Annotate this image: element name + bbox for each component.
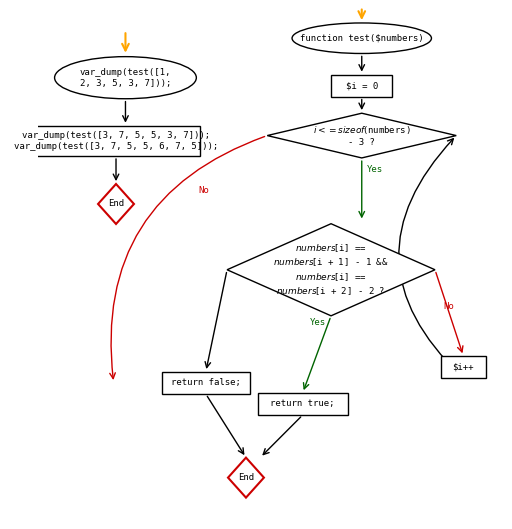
Text: $numbers[$i] ==
$numbers[$i + 1] - 1 &&
$numbers[$i] ==
$numbers[$i + 2] - 2 ?: $numbers[$i] == $numbers[$i + 1] - 1 && …	[273, 242, 389, 297]
Text: $i++: $i++	[453, 362, 474, 371]
Text: Yes: Yes	[367, 165, 382, 174]
Text: function test($numbers): function test($numbers)	[300, 34, 423, 43]
Ellipse shape	[55, 57, 197, 99]
Text: End: End	[108, 199, 124, 208]
Bar	[331, 75, 393, 97]
Bar	[162, 372, 249, 394]
Ellipse shape	[292, 23, 432, 53]
Text: var_dump(test([3, 7, 5, 5, 3, 7]));
var_dump(test([3, 7, 5, 5, 6, 7, 5]));: var_dump(test([3, 7, 5, 5, 3, 7])); var_…	[14, 131, 218, 151]
Text: End: End	[238, 473, 254, 482]
Text: var_dump(test([1,
2, 3, 5, 3, 7]));: var_dump(test([1, 2, 3, 5, 3, 7]));	[80, 68, 171, 88]
Bar	[32, 125, 200, 156]
Polygon shape	[227, 224, 435, 316]
Text: $i = 0: $i = 0	[346, 81, 378, 90]
Text: return true;: return true;	[270, 399, 335, 408]
Text: return false;: return false;	[171, 378, 241, 387]
Polygon shape	[228, 458, 264, 498]
Text: Yes: Yes	[310, 318, 326, 327]
Text: $i <= sizeof($numbers)
- 3 ?: $i <= sizeof($numbers) - 3 ?	[313, 124, 411, 147]
Polygon shape	[98, 184, 134, 224]
Bar	[441, 356, 486, 378]
Text: No: No	[444, 302, 455, 311]
Text: No: No	[198, 186, 209, 195]
Bar	[258, 393, 348, 415]
Polygon shape	[267, 113, 456, 158]
